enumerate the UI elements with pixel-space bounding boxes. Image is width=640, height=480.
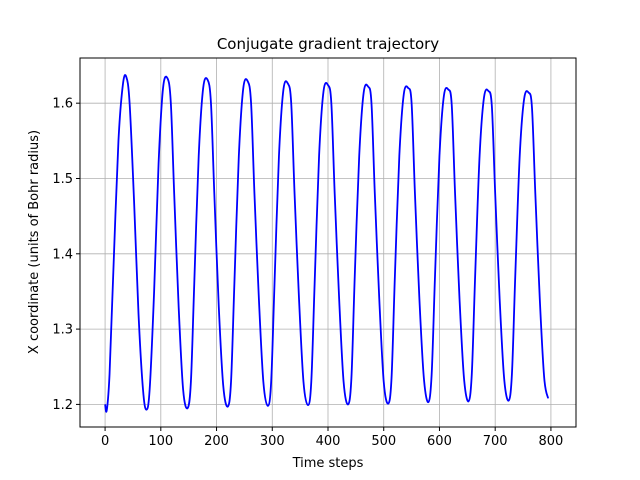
x-tick-label: 700 bbox=[483, 434, 508, 449]
grid-layer bbox=[80, 58, 576, 427]
x-axis-label: Time steps bbox=[292, 456, 364, 471]
x-tick-label: 0 bbox=[101, 434, 109, 449]
y-axis-label: X coordinate (units of Bohr radius) bbox=[27, 130, 42, 354]
x-tick-label: 600 bbox=[427, 434, 452, 449]
series-layer bbox=[104, 74, 550, 413]
x-tick-label: 200 bbox=[204, 434, 229, 449]
x-tick-label: 800 bbox=[539, 434, 564, 449]
y-tick-label: 1.6 bbox=[52, 97, 73, 112]
y-tick-label: 1.3 bbox=[52, 323, 73, 338]
y-tick-label: 1.2 bbox=[52, 398, 73, 413]
chart-title: Conjugate gradient trajectory bbox=[217, 35, 439, 53]
y-tick-label: 1.4 bbox=[52, 247, 73, 262]
x-tick-label: 500 bbox=[371, 434, 396, 449]
x-tick-label: 100 bbox=[148, 434, 173, 449]
ticks-layer: 0 100 200 300 400 500 600 700 800 1.2 1.3 1.4 1.5 1.6 bbox=[52, 97, 563, 449]
y-tick-label: 1.5 bbox=[52, 172, 73, 187]
x-tick-label: 400 bbox=[316, 434, 341, 449]
x-tick-label: 300 bbox=[260, 434, 285, 449]
series-line bbox=[104, 74, 550, 413]
